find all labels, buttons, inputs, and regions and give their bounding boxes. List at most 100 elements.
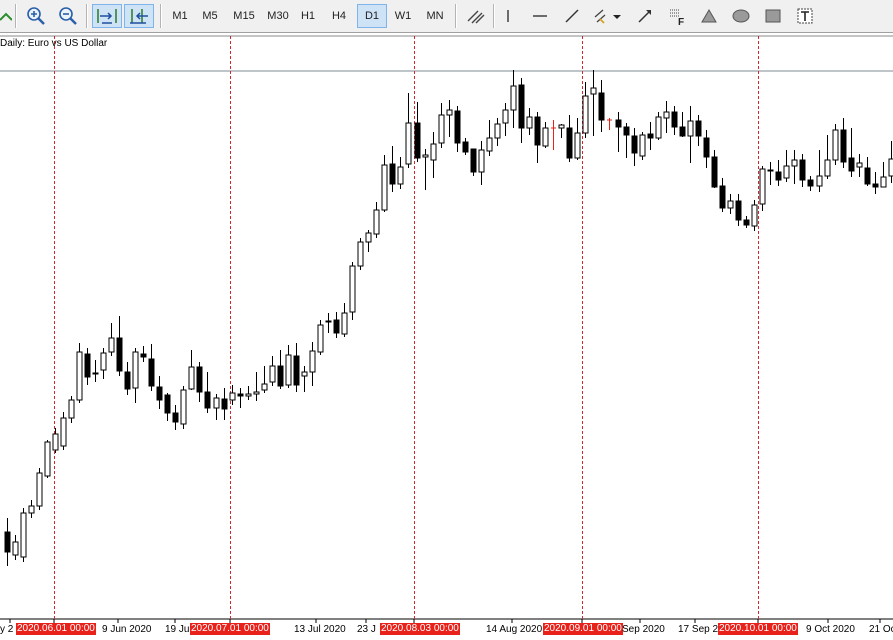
candle <box>719 178 726 212</box>
month-separators <box>54 36 759 619</box>
date-tick-label: 14 Aug 2020 <box>486 624 543 635</box>
date-axis: y 2 2020.06.01 00:00 9 Jun 2020 19 Jun 2020.… <box>0 619 893 640</box>
fibonacci-icon[interactable]: F <box>664 4 690 28</box>
timeframe-m5-button[interactable]: M5 <box>202 10 218 22</box>
candle <box>68 396 75 423</box>
candle <box>245 386 252 400</box>
trend-line-icon[interactable] <box>559 4 585 28</box>
candle <box>213 394 220 420</box>
candle <box>607 118 612 130</box>
arrow-icon[interactable] <box>632 4 658 28</box>
toolbar-separator <box>160 4 162 28</box>
candle <box>711 150 718 188</box>
candle <box>20 508 27 562</box>
candle <box>108 323 115 356</box>
candle <box>775 160 782 186</box>
candle <box>269 356 276 386</box>
rectangle-icon[interactable] <box>760 4 786 28</box>
zoom-in-icon[interactable] <box>23 4 49 28</box>
candle <box>462 138 469 155</box>
timeframe-d1-button[interactable]: D1 <box>357 4 387 28</box>
candle <box>695 115 702 146</box>
candle <box>405 93 412 168</box>
chart-scroll-icon[interactable] <box>0 4 12 28</box>
candle <box>92 360 99 382</box>
candle <box>687 106 694 163</box>
date-tick-label: 9 Oct 2020 <box>806 624 855 635</box>
auto-scroll-icon[interactable] <box>92 4 122 28</box>
candle <box>888 141 893 183</box>
date-tick-label: 13 Jul 2020 <box>294 624 346 635</box>
candle <box>44 440 51 478</box>
candle <box>582 82 589 138</box>
candle <box>430 132 437 178</box>
candle <box>76 343 83 403</box>
grid-lines-icon[interactable] <box>463 4 489 28</box>
candle <box>647 122 654 150</box>
candle <box>438 103 445 148</box>
candle <box>132 348 139 403</box>
timeframe-m30-button[interactable]: M30 <box>267 10 289 22</box>
timeframe-h1-button[interactable]: H1 <box>300 10 316 22</box>
price-chart[interactable] <box>0 33 893 640</box>
date-tick-label: Sep 2020 <box>622 624 665 635</box>
timeframe-m15-button[interactable]: M15 <box>233 10 255 22</box>
date-tick-label: 23 J <box>357 624 376 635</box>
candle <box>518 78 525 143</box>
candle <box>486 120 493 156</box>
chart-shift-icon[interactable] <box>124 4 154 28</box>
candle <box>397 157 404 189</box>
candle <box>373 202 380 238</box>
candle <box>494 118 501 146</box>
candle <box>124 362 131 395</box>
timeframe-mn-button[interactable]: MN <box>426 10 444 22</box>
candle <box>534 112 541 163</box>
timeframe-w1-button[interactable]: W1 <box>394 10 412 22</box>
ellipse-icon[interactable] <box>728 4 754 28</box>
candle <box>454 106 461 152</box>
text-label-icon[interactable] <box>792 4 818 28</box>
candle <box>864 157 871 186</box>
candle <box>767 162 774 185</box>
candle <box>389 146 396 192</box>
candle <box>309 342 316 386</box>
candle <box>253 372 260 401</box>
candle <box>727 194 734 214</box>
candle <box>261 366 268 393</box>
candle <box>229 385 236 405</box>
candle <box>422 149 429 190</box>
triangle-icon[interactable] <box>696 4 722 28</box>
chart-toolbar: F M1 M5 M15 M30 H1 H4 D1 W1 MN <box>0 0 893 33</box>
candle <box>341 303 348 337</box>
candle <box>148 344 155 391</box>
timeframe-m1-button[interactable]: M1 <box>172 10 188 22</box>
candle <box>414 102 421 162</box>
candle <box>703 130 710 168</box>
candle <box>36 468 43 510</box>
candle <box>164 393 171 421</box>
separator-date-label: 2020.09.01 00:00 <box>543 623 623 635</box>
candle <box>478 141 485 185</box>
toolbar-separator <box>15 4 17 28</box>
candle <box>277 350 284 389</box>
candle <box>381 155 388 212</box>
candle <box>807 176 814 191</box>
candle <box>639 132 646 160</box>
candle <box>317 320 324 355</box>
candle <box>52 428 59 453</box>
equidistant-channel-icon[interactable] <box>590 4 626 28</box>
toolbar-separator <box>493 4 495 28</box>
separator-date-label: 2020.07.01 00:00 <box>190 623 270 635</box>
zoom-out-icon[interactable] <box>55 4 81 28</box>
candle <box>816 150 823 192</box>
candle <box>293 343 300 392</box>
candle <box>60 412 67 450</box>
vertical-line-icon[interactable] <box>497 4 519 28</box>
timeframe-h4-button[interactable]: H4 <box>331 10 347 22</box>
horizontal-line-icon[interactable] <box>527 4 553 28</box>
separator-date-label: 2020.06.01 00:00 <box>16 623 96 635</box>
candle <box>526 108 533 135</box>
candle <box>735 194 742 226</box>
candle <box>655 112 662 140</box>
candles <box>4 70 893 566</box>
